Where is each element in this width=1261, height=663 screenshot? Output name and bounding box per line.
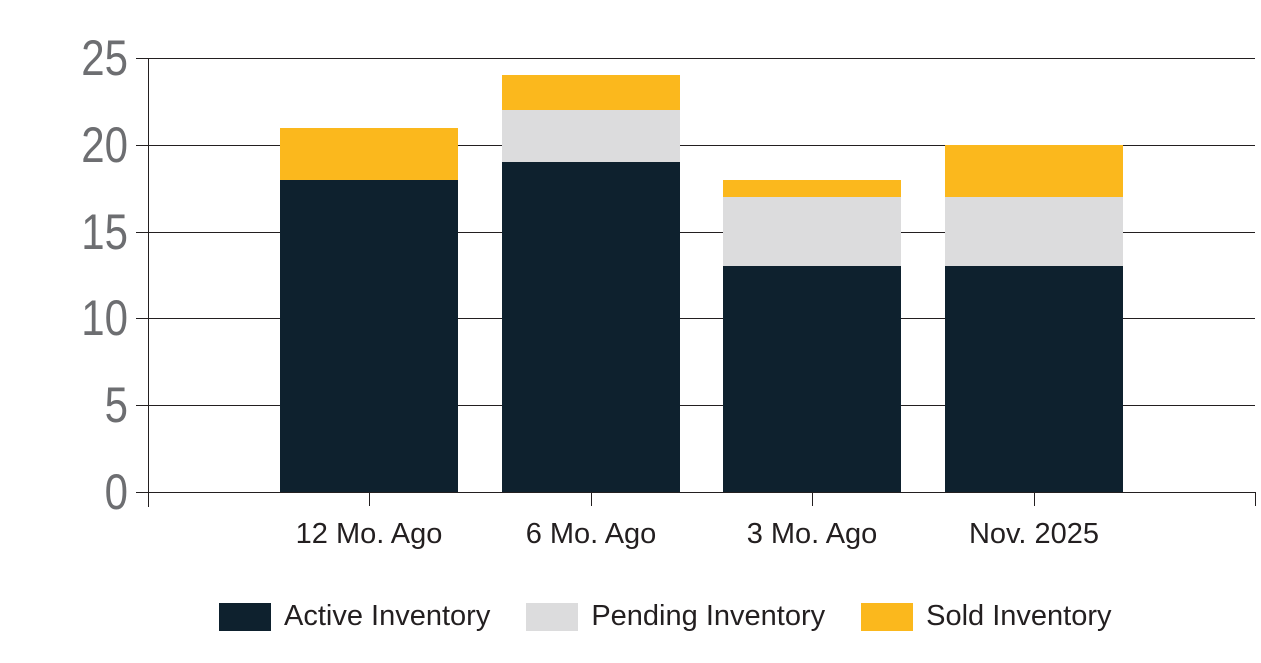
gridline-5 — [148, 405, 1255, 406]
x-axis-label-3: 3 Mo. Ago — [746, 518, 878, 550]
bar-segment-pending-inventory — [723, 197, 901, 266]
gridline-10 — [148, 318, 1255, 319]
bar-stack-4 — [945, 145, 1123, 492]
y-axis-label-25: 25 — [81, 30, 128, 86]
bar-segment-pending-inventory — [945, 197, 1123, 266]
x-axis-label-1: 12 Mo. Ago — [295, 518, 443, 550]
legend-label: Sold Inventory — [926, 600, 1112, 632]
y-axis-label-5: 5 — [104, 377, 128, 433]
x-axis-label-4: Nov. 2025 — [968, 518, 1100, 550]
gridline-15 — [148, 232, 1255, 233]
bar-segment-active-inventory — [723, 266, 901, 492]
bar-segment-active-inventory — [280, 180, 458, 492]
gridline-0 — [148, 492, 1255, 493]
y-axis-tick-20 — [136, 145, 148, 146]
bar-segment-active-inventory — [945, 266, 1123, 492]
bar-segment-sold-inventory — [280, 128, 458, 180]
y-axis-label-0: 0 — [104, 464, 128, 520]
x-axis-tick-2 — [591, 492, 592, 506]
y-axis-label-20: 20 — [81, 117, 128, 173]
legend-swatch-active-inventory — [219, 602, 271, 631]
y-axis-tick-5 — [136, 405, 148, 406]
x-axis-tick-4 — [1034, 492, 1035, 506]
legend-item-pending-inventory: Pending Inventory — [526, 600, 825, 633]
gridline-25 — [148, 58, 1255, 59]
y-axis-tick-0 — [136, 492, 148, 493]
bar-segment-sold-inventory — [723, 180, 901, 197]
x-axis-label-2: 6 Mo. Ago — [525, 518, 657, 550]
bar-stack-1 — [280, 128, 458, 492]
legend-item-active-inventory: Active Inventory — [219, 600, 490, 633]
bar-segment-pending-inventory — [502, 110, 680, 162]
legend-item-sold-inventory: Sold Inventory — [861, 600, 1112, 633]
legend: Active Inventory Pending Inventory Sold In… — [219, 600, 1112, 633]
x-axis-tick-end — [1255, 492, 1256, 506]
bar-segment-active-inventory — [502, 162, 680, 492]
bar-segment-sold-inventory — [502, 75, 680, 110]
bar-stack-3 — [723, 180, 901, 492]
plot-area — [148, 58, 1255, 493]
y-axis-label-10: 10 — [81, 290, 128, 346]
y-axis-label-15: 15 — [81, 204, 128, 260]
legend-label: Active Inventory — [284, 600, 491, 632]
bar-stack-2 — [502, 75, 680, 492]
legend-swatch-pending-inventory — [526, 602, 579, 631]
x-axis-tick-1 — [369, 492, 370, 506]
y-axis-tick-15 — [136, 232, 148, 233]
y-axis-line — [148, 58, 149, 507]
bar-segment-sold-inventory — [945, 145, 1123, 197]
legend-label: Pending Inventory — [591, 600, 826, 632]
y-axis-tick-10 — [136, 318, 148, 319]
gridline-20 — [148, 145, 1255, 146]
legend-swatch-sold-inventory — [861, 602, 914, 631]
y-axis-tick-25 — [136, 58, 148, 59]
x-axis-tick-3 — [812, 492, 813, 506]
